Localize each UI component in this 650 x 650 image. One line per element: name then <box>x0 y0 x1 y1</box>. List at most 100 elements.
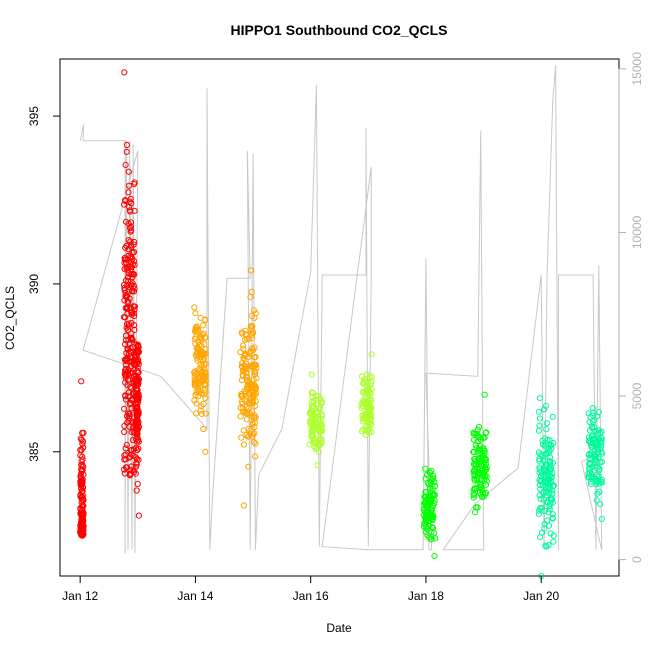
data-point <box>586 450 593 458</box>
data-point <box>308 371 315 378</box>
data-point <box>546 490 553 497</box>
data-point <box>480 446 488 453</box>
data-point <box>122 197 129 204</box>
data-point <box>535 510 543 518</box>
data-point <box>135 369 142 376</box>
data-point <box>547 494 554 501</box>
data-point <box>360 376 368 383</box>
data-point <box>133 405 140 412</box>
data-point <box>202 316 209 323</box>
data-point <box>122 393 129 400</box>
data-point <box>317 441 324 448</box>
data-point <box>79 476 86 483</box>
data-point <box>543 489 550 496</box>
data-point <box>127 238 134 245</box>
data-point <box>200 400 207 408</box>
data-point <box>121 405 128 412</box>
data-point <box>591 436 598 443</box>
data-point <box>122 371 129 378</box>
data-point <box>596 477 603 484</box>
data-point <box>249 363 256 370</box>
data-point <box>124 382 131 389</box>
y-tick-label: 395 <box>27 106 41 126</box>
data-point <box>247 294 254 301</box>
data-point <box>135 348 142 355</box>
data-point <box>131 179 138 186</box>
data-point <box>360 380 367 387</box>
data-point <box>364 399 371 406</box>
data-point <box>191 379 198 386</box>
y-axis-left: 385 390 395 <box>27 106 61 462</box>
data-point <box>543 543 550 550</box>
data-point <box>548 497 555 504</box>
data-point <box>243 368 250 375</box>
data-point <box>129 274 136 281</box>
data-point <box>594 413 601 420</box>
data-point <box>202 382 209 389</box>
data-point <box>587 414 594 421</box>
data-point <box>132 470 139 477</box>
data-point <box>362 427 369 434</box>
data-point <box>475 460 482 468</box>
data-point <box>317 435 324 442</box>
data-point <box>428 488 435 495</box>
data-point <box>126 341 133 348</box>
data-point <box>592 456 599 464</box>
data-point <box>424 509 431 517</box>
data-point <box>122 161 129 168</box>
data-point <box>79 429 86 437</box>
data-point <box>481 455 488 462</box>
data-point <box>133 487 140 494</box>
data-point <box>78 466 85 473</box>
data-point <box>308 389 315 396</box>
data-point <box>592 463 599 470</box>
data-point <box>477 470 484 477</box>
data-point <box>191 336 198 343</box>
data-point <box>309 433 316 440</box>
data-point <box>79 520 86 527</box>
data-point <box>542 462 549 469</box>
data-point <box>318 398 325 405</box>
data-point <box>240 502 247 509</box>
data-point <box>125 237 132 244</box>
data-point <box>131 207 138 214</box>
data-point <box>123 293 130 300</box>
data-point <box>135 512 142 519</box>
data-point <box>122 374 129 381</box>
data-point <box>422 529 429 536</box>
data-point <box>422 493 429 500</box>
data-point <box>360 412 367 419</box>
data-point <box>596 488 603 495</box>
data-point <box>128 330 135 337</box>
data-point <box>550 538 557 545</box>
data-point <box>425 522 432 530</box>
data-point <box>130 257 137 264</box>
data-point <box>310 413 317 420</box>
data-point <box>587 452 594 459</box>
data-point <box>78 436 85 444</box>
data-point <box>475 423 483 430</box>
data-point <box>367 390 374 397</box>
data-point <box>471 492 478 499</box>
data-point <box>594 490 601 497</box>
data-point <box>125 270 132 277</box>
data-point <box>126 471 133 478</box>
data-point <box>78 378 85 385</box>
data-point <box>131 285 138 292</box>
data-point <box>133 353 140 360</box>
data-point <box>252 353 259 361</box>
data-point <box>249 329 256 336</box>
data-point <box>541 406 548 413</box>
x-tick-label: Jan 16 <box>293 589 329 603</box>
data-point <box>252 369 259 376</box>
data-point <box>133 444 140 451</box>
data-point <box>543 420 551 427</box>
data-point <box>432 535 439 542</box>
data-point <box>238 393 245 400</box>
data-point <box>252 414 259 421</box>
data-point <box>368 351 375 358</box>
data-point <box>543 426 550 433</box>
data-point <box>122 337 130 344</box>
data-point <box>244 383 251 391</box>
data-point <box>431 529 438 537</box>
